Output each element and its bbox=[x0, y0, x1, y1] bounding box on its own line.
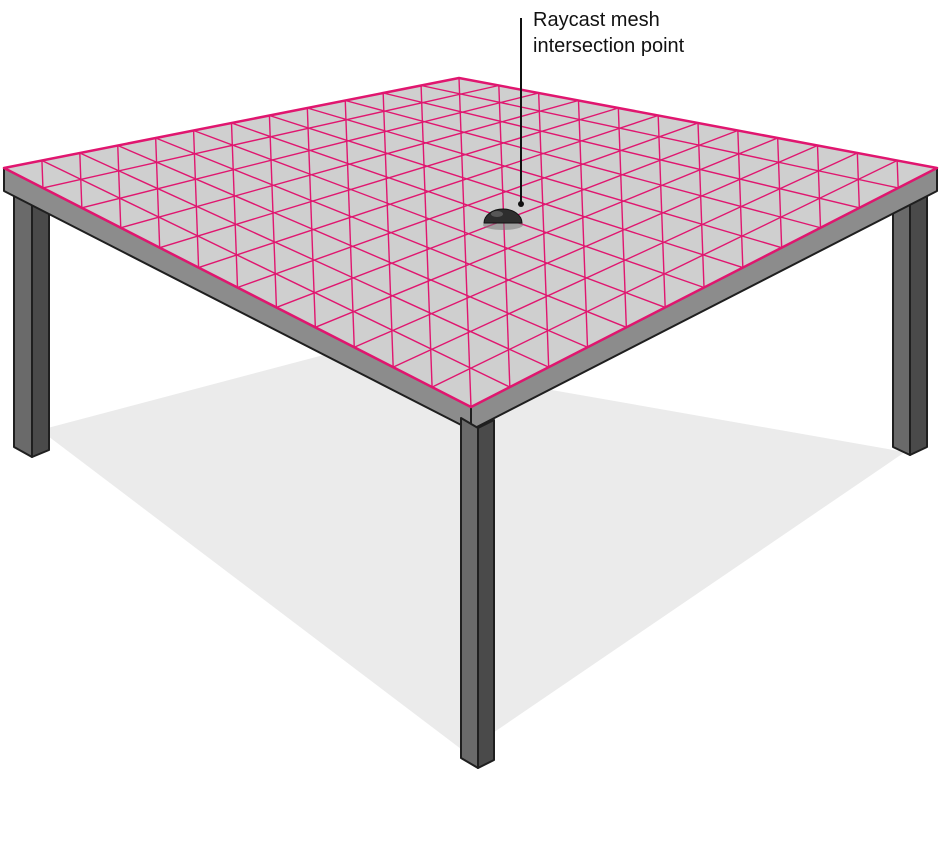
mesh-line-diagonal bbox=[79, 152, 83, 208]
tabletop-outline bbox=[2, 76, 939, 409]
mesh-line-diagonal bbox=[41, 160, 44, 188]
tabletop-surface bbox=[4, 78, 937, 407]
mesh-line-diagonal bbox=[896, 160, 899, 188]
mesh-line-diagonal bbox=[776, 137, 783, 248]
mesh-line-diagonal bbox=[230, 122, 239, 288]
mesh-line-diagonal bbox=[306, 107, 317, 328]
mesh-line-diagonal bbox=[117, 145, 122, 228]
mesh-line-diagonal bbox=[856, 152, 861, 208]
mesh-line-diagonal bbox=[737, 130, 744, 268]
mesh-line-diagonal bbox=[458, 77, 472, 408]
mesh-line-diagonal bbox=[816, 145, 822, 228]
mesh-line-diagonal bbox=[617, 107, 628, 328]
mesh-line-diagonal bbox=[697, 122, 705, 288]
mesh-line-diagonal bbox=[382, 92, 394, 368]
mesh-line-diagonal bbox=[154, 137, 161, 248]
mesh-line-diagonal bbox=[577, 100, 589, 348]
callout-leader-dot bbox=[518, 201, 524, 207]
mesh-line-diagonal bbox=[537, 92, 550, 368]
mesh-line-diagonal bbox=[268, 115, 278, 308]
mesh-line-diagonal bbox=[498, 85, 511, 388]
callout-label-line-2: intersection point bbox=[533, 35, 685, 57]
mesh-line-diagonal bbox=[344, 100, 355, 348]
leg-front bbox=[460, 417, 495, 769]
mesh-line-diagonal bbox=[192, 130, 200, 268]
mesh-line-diagonal bbox=[420, 85, 433, 388]
callout-label-line-1: Raycast mesh bbox=[533, 9, 660, 31]
triangle-mesh bbox=[41, 77, 899, 408]
mesh-line-diagonal bbox=[657, 115, 666, 308]
leg-back-right bbox=[892, 179, 928, 456]
leg-back-left bbox=[13, 177, 50, 458]
intersection-point-marker bbox=[483, 208, 523, 230]
